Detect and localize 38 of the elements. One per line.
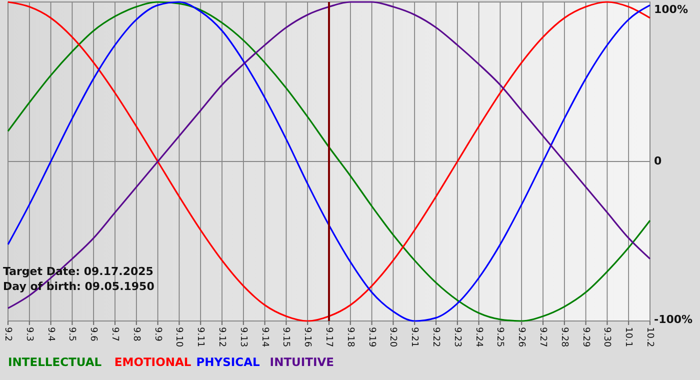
x-tick-label: 9.12	[216, 327, 227, 348]
x-tick-label: 9.30	[602, 327, 612, 348]
x-tick-label: 9.20	[388, 327, 398, 348]
x-tick-label: 9.7	[110, 327, 120, 342]
x-tick-label: 9.18	[344, 327, 355, 348]
x-tick-label: 9.14	[259, 327, 270, 348]
x-tick-label: 9.15	[280, 327, 291, 348]
x-tick-label: 9.16	[302, 327, 312, 348]
x-tick-label: 9.9	[152, 327, 162, 342]
x-tick-label: 9.26	[516, 327, 526, 348]
x-tick-label: 9.5	[66, 327, 77, 342]
y-tick-label: 100%	[654, 3, 688, 16]
text: INTELLECTUAL	[8, 355, 102, 369]
text: EMOTIONAL	[114, 355, 192, 369]
x-tick-label: 9.10	[174, 327, 184, 348]
x-tick-label: 9.4	[45, 327, 56, 342]
x-tick-label: 9.11	[195, 327, 206, 348]
x-tick-label: 9.17	[324, 327, 334, 348]
x-tick-label: 9.25	[494, 327, 505, 348]
x-tick-label: 9.13	[238, 327, 248, 348]
x-tick-label: 9.8	[130, 327, 141, 342]
x-tick-label: 9.21	[409, 327, 420, 348]
y-tick-label: -100%	[654, 313, 693, 326]
x-tick-label: 10.1	[623, 327, 634, 348]
x-tick-label: 9.22	[430, 327, 441, 348]
x-tick-label: 10.2	[644, 327, 655, 348]
x-tick-label: 9.24	[473, 327, 484, 348]
y-tick-label: 0	[654, 154, 662, 168]
text: PHYSICAL	[196, 355, 260, 369]
x-tick-label: 9.6	[88, 327, 98, 342]
x-tick-label: 9.2	[2, 327, 13, 342]
x-tick-label: 9.27	[538, 327, 548, 348]
x-tick-label: 9.23	[452, 327, 462, 348]
x-tick-label: 9.19	[366, 327, 376, 348]
x-tick-label: 9.29	[580, 327, 590, 348]
x-tick-label: 9.3	[24, 327, 34, 342]
text: INTUITIVE	[270, 355, 334, 369]
x-tick-label: 9.28	[558, 327, 569, 348]
